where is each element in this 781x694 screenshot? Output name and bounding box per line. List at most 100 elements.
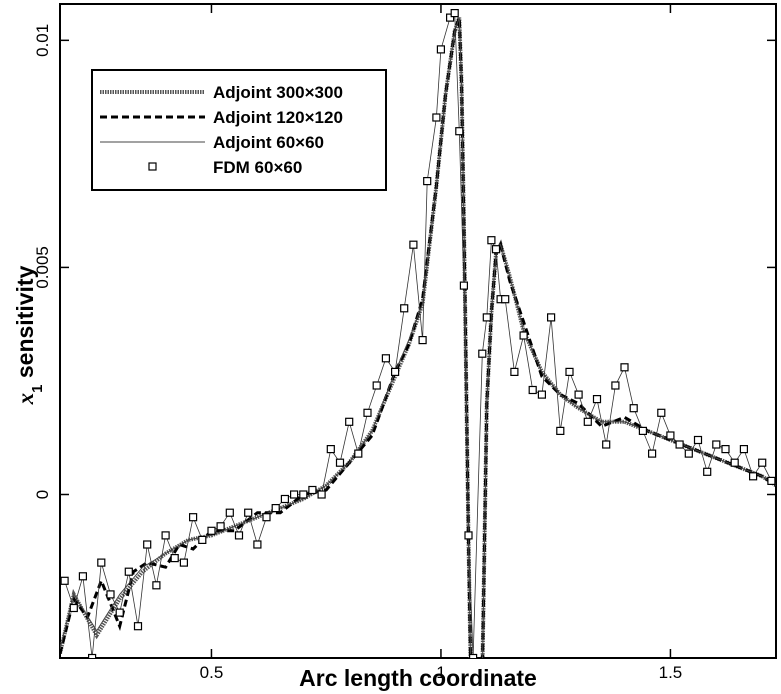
fdm-marker bbox=[317, 490, 326, 499]
fdm-marker bbox=[592, 395, 602, 404]
fdm-marker bbox=[712, 440, 721, 449]
fdm-marker bbox=[391, 367, 400, 376]
y-axis-title-var: x bbox=[13, 393, 38, 406]
fdm-marker bbox=[280, 494, 289, 504]
fdm-marker bbox=[335, 458, 345, 467]
fdm-marker bbox=[253, 540, 262, 549]
fdm-marker bbox=[432, 113, 441, 122]
fdm-marker bbox=[207, 526, 216, 535]
fdm-marker bbox=[189, 513, 198, 522]
fdm-marker bbox=[684, 449, 693, 458]
fdm-marker bbox=[519, 331, 528, 340]
fdm-marker bbox=[482, 313, 491, 322]
fdm-marker bbox=[491, 245, 501, 254]
x-axis-title-group: Arc length coordinate bbox=[299, 665, 537, 691]
fdm-marker bbox=[478, 349, 487, 358]
x-axis-title: Arc length coordinate bbox=[299, 665, 537, 691]
fdm-marker bbox=[69, 603, 78, 613]
x-tick-label: 1.5 bbox=[659, 663, 683, 682]
y-axis-title-suffix: sensitivity bbox=[12, 265, 38, 384]
fdm-marker bbox=[638, 426, 648, 435]
fdm-marker bbox=[234, 531, 244, 540]
fdm-marker bbox=[87, 653, 97, 658]
fdm-marker bbox=[271, 504, 280, 513]
fdm-marker bbox=[124, 567, 133, 576]
fdm-marker bbox=[459, 281, 468, 290]
fdm-marker bbox=[436, 45, 445, 54]
fdm-marker bbox=[758, 458, 767, 467]
fdm-marker bbox=[675, 440, 684, 449]
fdm-marker bbox=[657, 408, 666, 417]
series-group bbox=[60, 9, 776, 658]
fdm-marker bbox=[583, 417, 592, 426]
y-axis-title-group: x1 sensitivity bbox=[12, 265, 46, 405]
fdm-marker bbox=[556, 426, 565, 435]
fdm-marker bbox=[767, 476, 776, 485]
fdm-marker bbox=[354, 449, 363, 458]
fdm-marker bbox=[647, 449, 657, 458]
fdm-marker bbox=[262, 513, 271, 522]
plot-frame bbox=[59, 3, 777, 659]
fdm-marker bbox=[510, 367, 519, 376]
y-tick-label: 0.01 bbox=[33, 24, 52, 57]
fdm-marker bbox=[326, 445, 335, 454]
fdm-marker bbox=[487, 236, 496, 245]
fdm-marker bbox=[409, 240, 418, 249]
legend-label-adjoint-60: Adjoint 60×60 bbox=[213, 133, 324, 152]
fdm-marker bbox=[501, 295, 510, 304]
fdm-marker bbox=[170, 553, 179, 563]
x-tick-label: 0.5 bbox=[200, 663, 224, 682]
fdm-marker bbox=[161, 531, 170, 540]
fdm-marker bbox=[381, 354, 390, 363]
fdm-marker bbox=[739, 445, 749, 454]
fdm-marker bbox=[179, 558, 188, 567]
fdm-marker bbox=[244, 508, 253, 517]
y-tick-label: 0 bbox=[33, 490, 52, 499]
fdm-marker bbox=[290, 490, 299, 499]
fdm-marker bbox=[528, 385, 537, 395]
fdm-marker bbox=[565, 367, 574, 376]
fdm-marker bbox=[703, 467, 712, 476]
y-axis-title-subscript: 1 bbox=[29, 385, 46, 393]
fdm-marker bbox=[299, 490, 308, 499]
fdm-marker bbox=[400, 304, 409, 313]
fdm-marker bbox=[546, 313, 556, 322]
fdm-marker bbox=[372, 381, 381, 390]
fdm-marker bbox=[611, 381, 620, 390]
legend-label-adjoint-120: Adjoint 120×120 bbox=[213, 108, 343, 127]
y-tick-label: 0.005 bbox=[33, 246, 52, 289]
fdm-marker bbox=[464, 531, 473, 540]
fdm-marker bbox=[455, 127, 464, 136]
fdm-marker bbox=[106, 590, 115, 599]
series-line-2 bbox=[60, 17, 776, 658]
fdm-marker bbox=[418, 336, 427, 345]
fdm-marker bbox=[446, 13, 455, 22]
fdm-marker bbox=[602, 440, 611, 449]
fdm-marker bbox=[721, 445, 730, 454]
fdm-marker bbox=[78, 572, 88, 581]
fdm-marker bbox=[574, 390, 583, 399]
fdm-marker bbox=[666, 431, 675, 440]
y-axis-title: x1 sensitivity bbox=[12, 265, 46, 405]
fdm-marker bbox=[152, 581, 161, 590]
axis-ticks: 0.5 1 1.5 0 0.005 0.01 bbox=[33, 4, 776, 682]
fdm-marker bbox=[115, 608, 124, 617]
fdm-marker bbox=[748, 472, 758, 481]
fdm-marker bbox=[60, 576, 69, 585]
fdm-marker bbox=[423, 177, 432, 186]
fdm-marker bbox=[629, 404, 638, 413]
fdm-marker bbox=[198, 535, 207, 545]
fdm-marker bbox=[225, 508, 234, 517]
legend-label-fdm: FDM 60×60 bbox=[213, 158, 302, 177]
fdm-marker bbox=[133, 622, 143, 631]
fdm-marker bbox=[143, 540, 152, 549]
legend: Adjoint 300×300 Adjoint 120×120 Adjoint … bbox=[91, 69, 387, 191]
fdm-marker bbox=[345, 417, 354, 426]
fdm-marker bbox=[620, 363, 629, 372]
fdm-marker bbox=[308, 485, 317, 495]
fdm-marker bbox=[216, 522, 225, 531]
fdm-marker bbox=[97, 558, 106, 567]
legend-label-adjoint-300: Adjoint 300×300 bbox=[213, 83, 343, 102]
fdm-marker bbox=[363, 408, 372, 417]
